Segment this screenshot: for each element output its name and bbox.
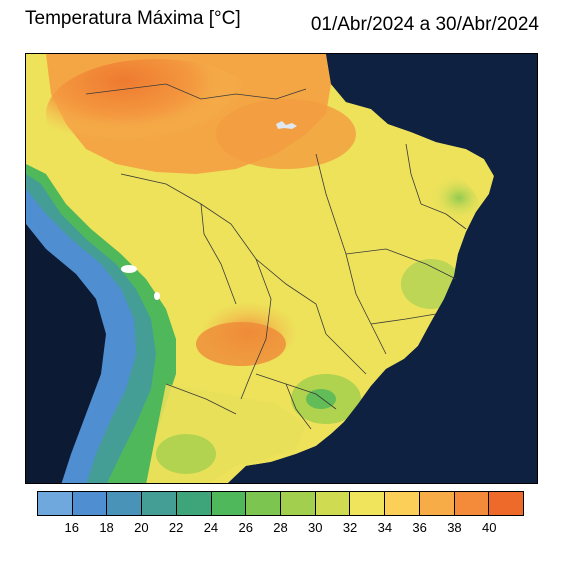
colorbar-swatch xyxy=(489,492,524,515)
colorbar-swatch xyxy=(385,492,420,515)
colorbar xyxy=(37,491,524,516)
colorbar-swatch xyxy=(419,492,455,515)
lake-titicaca xyxy=(121,265,137,273)
colorbar-tick-label: 16 xyxy=(64,520,80,535)
colorbar-swatch xyxy=(246,492,282,515)
colorbar-tick-label: 18 xyxy=(99,520,114,535)
colorbar-tick-label: 20 xyxy=(134,520,149,535)
colorbar-swatch xyxy=(281,492,316,515)
colorbar-tick-label: 24 xyxy=(203,520,219,535)
atlantic-ocean xyxy=(228,54,537,483)
borders xyxy=(85,83,467,430)
colorbar-tick-labels: 16 18 20 22 24 26 28 30 32 34 36 38 40 xyxy=(37,520,524,538)
colorbar-swatch xyxy=(38,492,73,515)
colorbar-tick-label: 34 xyxy=(377,520,393,535)
colorbar-tick-label: 26 xyxy=(238,520,253,535)
date-range: 01/Abr/2024 a 30/Abr/2024 xyxy=(310,14,539,35)
colorbar-swatch xyxy=(72,492,108,515)
colorbar-tick-label: 40 xyxy=(481,520,497,535)
colorbar-swatch xyxy=(142,492,177,515)
colorbar-swatch xyxy=(350,492,386,515)
colorbar-tick-label: 32 xyxy=(342,520,358,535)
map-title: Temperatura Máxima [°C] xyxy=(25,8,241,29)
colorbar-tick-label: 38 xyxy=(447,520,462,535)
colorbar-swatch xyxy=(211,492,247,515)
temperature-map xyxy=(26,54,537,483)
colorbar-tick-label: 36 xyxy=(412,520,427,535)
colorbar-tick-label: 22 xyxy=(168,520,184,535)
map-panel xyxy=(25,53,538,484)
colorbar-tick-label: 30 xyxy=(308,520,323,535)
colorbar-swatch xyxy=(315,492,351,515)
colorbar-swatch xyxy=(454,492,490,515)
colorbar-swatch xyxy=(176,492,212,515)
colorbar-tick-label: 28 xyxy=(273,520,288,535)
colorbar-swatch xyxy=(107,492,143,515)
